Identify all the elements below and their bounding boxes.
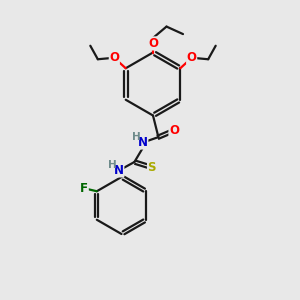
Text: N: N bbox=[138, 136, 148, 149]
Text: H: H bbox=[108, 160, 117, 170]
Text: O: O bbox=[148, 37, 158, 50]
Text: O: O bbox=[109, 51, 119, 64]
Text: O: O bbox=[187, 51, 197, 64]
Text: H: H bbox=[132, 132, 141, 142]
Text: F: F bbox=[80, 182, 88, 195]
Text: N: N bbox=[114, 164, 124, 177]
Text: S: S bbox=[148, 161, 156, 174]
Text: O: O bbox=[169, 124, 179, 137]
